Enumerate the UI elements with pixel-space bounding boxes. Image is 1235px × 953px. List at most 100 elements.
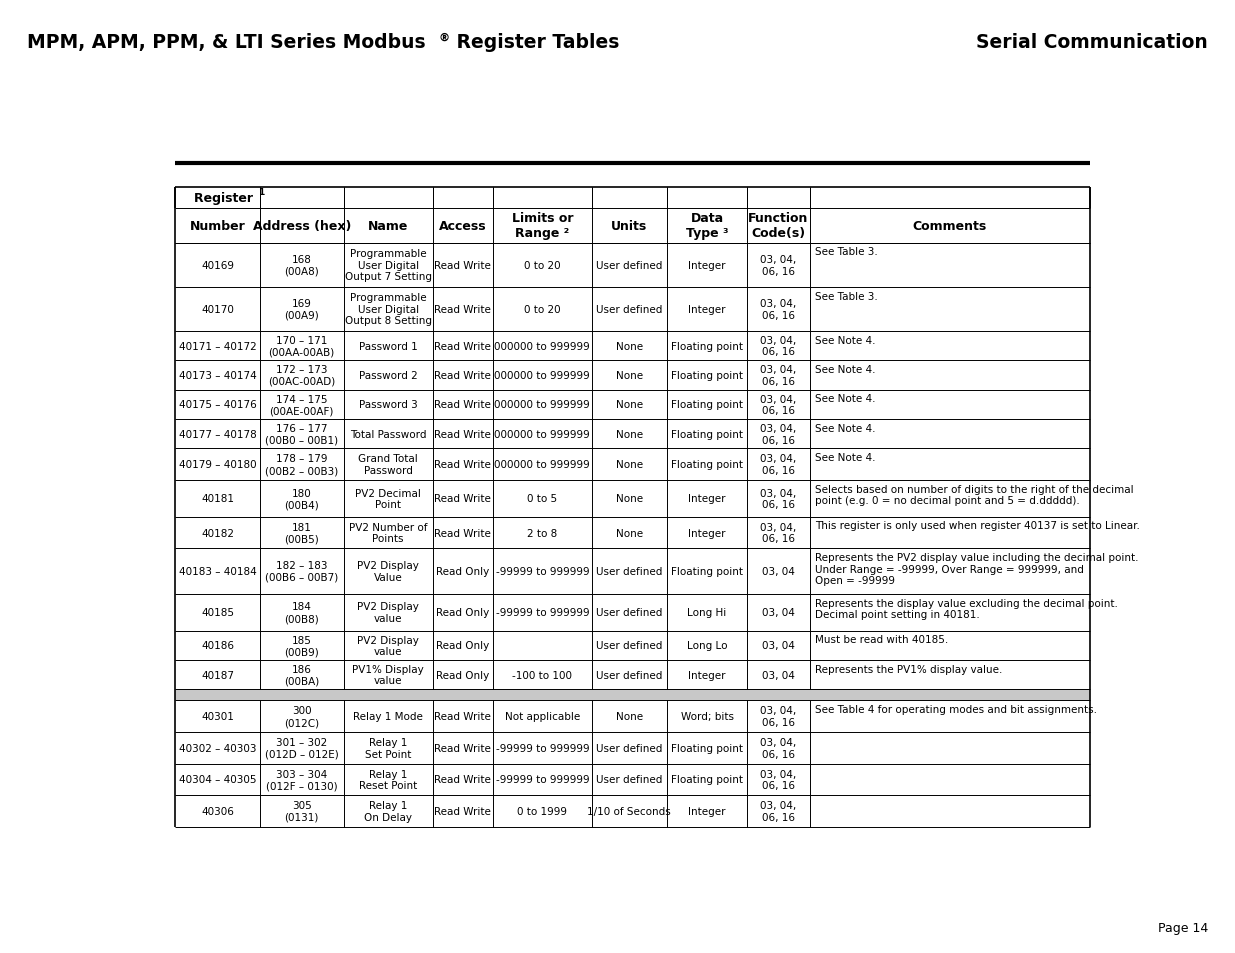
Text: Relay 1
Reset Point: Relay 1 Reset Point <box>359 769 417 790</box>
Text: User defined: User defined <box>597 566 662 577</box>
Text: 000000 to 999999: 000000 to 999999 <box>494 341 590 352</box>
Text: Data
Type ³: Data Type ³ <box>685 212 729 240</box>
Text: 40169: 40169 <box>201 260 233 271</box>
Text: Read Write: Read Write <box>435 429 492 439</box>
Text: 03, 04,
06, 16: 03, 04, 06, 16 <box>761 738 797 759</box>
Text: See Note 4.: See Note 4. <box>815 394 876 404</box>
Text: Floating point: Floating point <box>671 775 743 784</box>
Text: Relay 1
Set Point: Relay 1 Set Point <box>366 738 411 759</box>
Text: 305
(0131): 305 (0131) <box>284 801 319 821</box>
Text: Read Write: Read Write <box>435 400 492 410</box>
Text: 40171 – 40172: 40171 – 40172 <box>179 341 257 352</box>
Text: Represents the display value excluding the decimal point.
Decimal point setting : Represents the display value excluding t… <box>815 598 1118 619</box>
Text: Read Write: Read Write <box>435 712 492 721</box>
Text: PV2 Display
Value: PV2 Display Value <box>357 560 419 582</box>
Text: Address (hex): Address (hex) <box>252 219 351 233</box>
Text: 000000 to 999999: 000000 to 999999 <box>494 400 590 410</box>
Text: -99999 to 999999: -99999 to 999999 <box>495 566 589 577</box>
Text: Integer: Integer <box>688 305 726 314</box>
Text: 03, 04,
06, 16: 03, 04, 06, 16 <box>761 298 797 320</box>
Text: Selects based on number of digits to the right of the decimal
point (e.g. 0 = no: Selects based on number of digits to the… <box>815 484 1134 506</box>
Text: 40173 – 40174: 40173 – 40174 <box>179 371 257 380</box>
Text: 03, 04,
06, 16: 03, 04, 06, 16 <box>761 365 797 386</box>
Text: 40187: 40187 <box>201 670 233 680</box>
Text: Password 1: Password 1 <box>359 341 417 352</box>
Text: Read Only: Read Only <box>436 670 489 680</box>
Text: 1: 1 <box>258 188 264 196</box>
Text: Floating point: Floating point <box>671 400 743 410</box>
Text: 03, 04,
06, 16: 03, 04, 06, 16 <box>761 705 797 727</box>
Text: 170 – 171
(00AA-00AB): 170 – 171 (00AA-00AB) <box>268 335 335 357</box>
Bar <box>175 391 1091 419</box>
Text: Floating point: Floating point <box>671 566 743 577</box>
Text: Number: Number <box>190 219 246 233</box>
Text: 40186: 40186 <box>201 640 233 651</box>
Bar <box>175 288 1091 332</box>
Text: See Table 3.: See Table 3. <box>815 247 878 257</box>
Text: Read Write: Read Write <box>435 528 492 538</box>
Bar <box>175 361 1091 391</box>
Text: 40302 – 40303: 40302 – 40303 <box>179 743 257 753</box>
Text: Comments: Comments <box>913 219 987 233</box>
Bar <box>175 660 1091 690</box>
Bar <box>175 796 1091 827</box>
Bar <box>175 332 1091 361</box>
Text: See Note 4.: See Note 4. <box>815 453 876 462</box>
Text: 0 to 5: 0 to 5 <box>527 494 557 504</box>
Text: See Note 4.: See Note 4. <box>815 335 876 345</box>
Bar <box>175 595 1091 631</box>
Text: 03, 04,
06, 16: 03, 04, 06, 16 <box>761 395 797 416</box>
Bar <box>175 188 1091 827</box>
Text: Relay 1 Mode: Relay 1 Mode <box>353 712 424 721</box>
Text: PV2 Display
value: PV2 Display value <box>357 635 419 657</box>
Text: 40181: 40181 <box>201 494 233 504</box>
Text: Read Write: Read Write <box>435 371 492 380</box>
Text: 03, 04,
06, 16: 03, 04, 06, 16 <box>761 801 797 821</box>
Text: Units: Units <box>611 219 647 233</box>
Text: User defined: User defined <box>597 305 662 314</box>
Text: Read Write: Read Write <box>435 743 492 753</box>
Text: Long Hi: Long Hi <box>688 608 726 618</box>
Text: None: None <box>616 494 643 504</box>
Bar <box>175 549 1091 595</box>
Text: Read Write: Read Write <box>435 775 492 784</box>
Text: 40175 – 40176: 40175 – 40176 <box>179 400 257 410</box>
Text: Word; bits: Word; bits <box>680 712 734 721</box>
Bar <box>175 690 1091 700</box>
Text: Name: Name <box>368 219 409 233</box>
Text: -99999 to 999999: -99999 to 999999 <box>495 775 589 784</box>
Text: 2 to 8: 2 to 8 <box>527 528 557 538</box>
Text: 303 – 304
(012F – 0130): 303 – 304 (012F – 0130) <box>266 769 337 790</box>
Text: 181
(00B5): 181 (00B5) <box>284 522 319 544</box>
Text: This register is only used when register 40137 is set to Linear.: This register is only used when register… <box>815 521 1140 531</box>
Text: PV2 Decimal
Point: PV2 Decimal Point <box>356 488 421 510</box>
Text: Read Write: Read Write <box>435 341 492 352</box>
Text: Must be read with 40185.: Must be read with 40185. <box>815 635 948 644</box>
Text: ®: ® <box>438 32 450 42</box>
Text: Limits or
Range ²: Limits or Range ² <box>511 212 573 240</box>
Text: Integer: Integer <box>688 494 726 504</box>
Text: -99999 to 999999: -99999 to 999999 <box>495 608 589 618</box>
Text: None: None <box>616 712 643 721</box>
Bar <box>175 732 1091 763</box>
Text: User defined: User defined <box>597 775 662 784</box>
Text: See Note 4.: See Note 4. <box>815 365 876 375</box>
Text: 178 – 179
(00B2 – 00B3): 178 – 179 (00B2 – 00B3) <box>266 454 338 476</box>
Text: 184
(00B8): 184 (00B8) <box>284 602 319 623</box>
Text: MPM, APM, PPM, & LTI Series Modbus: MPM, APM, PPM, & LTI Series Modbus <box>27 33 426 52</box>
Bar <box>175 480 1091 517</box>
Text: None: None <box>616 341 643 352</box>
Text: Function
Code(s): Function Code(s) <box>748 212 809 240</box>
Text: Integer: Integer <box>688 806 726 816</box>
Text: See Table 3.: See Table 3. <box>815 292 878 301</box>
Text: Floating point: Floating point <box>671 459 743 470</box>
Text: 168
(00A8): 168 (00A8) <box>284 254 319 276</box>
Text: Read Only: Read Only <box>436 608 489 618</box>
Text: 03, 04,
06, 16: 03, 04, 06, 16 <box>761 254 797 276</box>
Text: User defined: User defined <box>597 743 662 753</box>
Text: 03, 04,
06, 16: 03, 04, 06, 16 <box>761 335 797 357</box>
Text: Grand Total
Password: Grand Total Password <box>358 454 417 476</box>
Text: -99999 to 999999: -99999 to 999999 <box>495 743 589 753</box>
Text: Floating point: Floating point <box>671 429 743 439</box>
Text: Read Write: Read Write <box>435 806 492 816</box>
